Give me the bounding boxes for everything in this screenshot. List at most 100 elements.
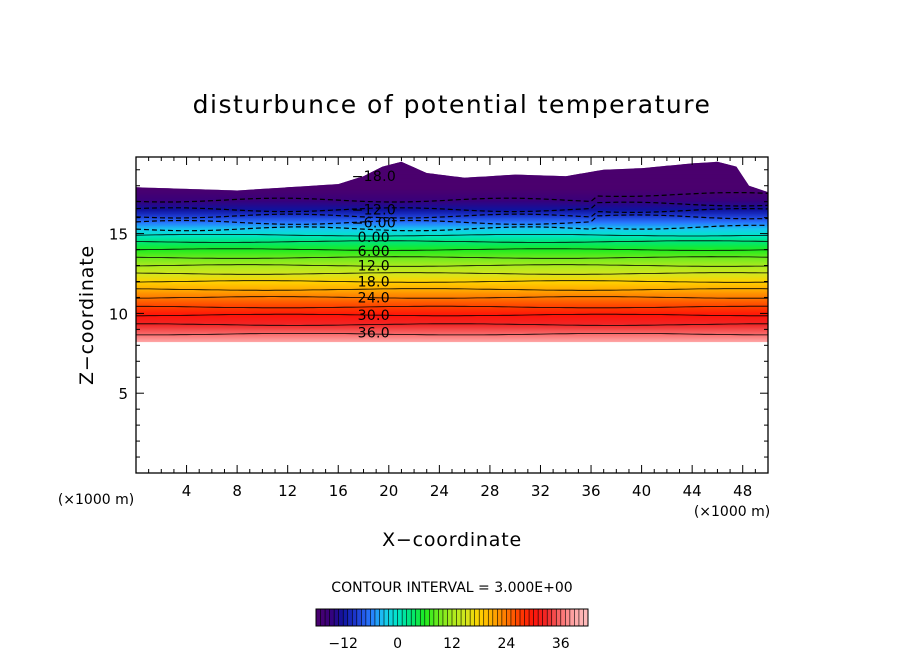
x-unit-right: (×1000 m) [694, 504, 770, 520]
contour-label: 24.0 [358, 290, 390, 306]
field-band [136, 219, 768, 222]
field-band [136, 320, 768, 322]
colorbar-cell [533, 609, 539, 626]
x-tick-label: 44 [683, 482, 702, 500]
field-band [136, 330, 768, 333]
field-band [136, 245, 768, 247]
contour-line [135, 240, 769, 243]
field-band [136, 206, 768, 208]
contour-line [135, 201, 769, 213]
field-band [136, 188, 768, 191]
field-band [136, 178, 768, 180]
colorbar-cell [379, 609, 385, 626]
field-band [136, 234, 768, 237]
field-band [136, 162, 768, 164]
field-band [136, 195, 768, 198]
contour-line [135, 192, 769, 203]
field-band [136, 230, 768, 232]
colorbar-cell [492, 609, 498, 626]
colorbar-cell [388, 609, 394, 626]
field-band [136, 318, 768, 321]
field-band [136, 230, 768, 233]
field-band [136, 187, 768, 190]
contour-line [135, 224, 769, 232]
field-band [136, 302, 768, 305]
x-tick-label: 28 [480, 482, 499, 500]
field-band [136, 321, 768, 324]
field-band [136, 254, 768, 257]
field-band [136, 179, 768, 182]
field-band [136, 258, 768, 261]
field-band [136, 248, 768, 250]
field-band [136, 276, 768, 278]
x-tick-label: 8 [232, 482, 242, 500]
field-band [136, 226, 768, 229]
field-band [136, 278, 768, 281]
contour-line [135, 264, 769, 267]
colorbar-cell [456, 609, 462, 626]
colorbar-tick-label: 24 [497, 636, 515, 652]
field-band [136, 200, 768, 202]
field-band [136, 303, 768, 305]
colorbar-cell [479, 609, 485, 626]
colorbar-cell [338, 609, 344, 626]
field-band [136, 333, 768, 335]
field-band [136, 163, 768, 165]
field-band [136, 301, 768, 304]
y-tick-label: 15 [109, 226, 128, 244]
field-band [136, 336, 768, 338]
colorbar-cell [325, 609, 330, 626]
field-band [136, 274, 768, 276]
field-band [136, 301, 768, 303]
field-band [136, 285, 768, 288]
field-band [136, 282, 768, 285]
field-band [136, 298, 768, 301]
field-band [136, 225, 768, 227]
contour-line [136, 305, 768, 309]
field-band [136, 251, 768, 254]
colorbar-cell [316, 609, 321, 626]
field-band [136, 266, 768, 269]
field-band [136, 179, 768, 181]
field-band [136, 335, 768, 337]
contour-label: −6.00 [352, 215, 396, 231]
field-band [136, 285, 768, 287]
x-axis-label: X−coordinate [382, 529, 522, 551]
field-band [136, 190, 768, 192]
colorbar-cell [483, 609, 489, 626]
field-band [136, 237, 768, 239]
colorbar-segments [315, 608, 589, 627]
field-band [136, 262, 768, 264]
colorbar-cell [510, 609, 516, 626]
field-band [136, 239, 768, 242]
colorbar-cell [429, 609, 435, 626]
field-band [136, 309, 768, 311]
colorbar-tick-label: 0 [393, 636, 402, 652]
field-band [136, 317, 768, 319]
field-band [136, 227, 768, 230]
field-band [136, 207, 768, 210]
field-band [136, 332, 768, 334]
colorbar-cell [515, 609, 521, 626]
contour-line [135, 248, 769, 251]
field-band [136, 182, 768, 184]
field-band [136, 224, 768, 226]
field-band [136, 201, 768, 203]
field-band [136, 258, 768, 260]
field-band [136, 226, 768, 228]
field-band [136, 271, 768, 274]
colorbar-cell [547, 609, 553, 626]
colorbar-cell [569, 609, 575, 626]
x-tick-label: 12 [278, 482, 297, 500]
field-band [136, 176, 768, 179]
field-band [136, 223, 768, 226]
field-band [136, 283, 768, 285]
contour-line [135, 256, 769, 259]
field-band [136, 232, 768, 234]
colorbar-cell [438, 609, 444, 626]
field-band [136, 222, 768, 225]
colorbar-cell [424, 609, 430, 626]
field-band [136, 329, 768, 332]
field-band [136, 235, 768, 238]
field-band [136, 185, 768, 187]
